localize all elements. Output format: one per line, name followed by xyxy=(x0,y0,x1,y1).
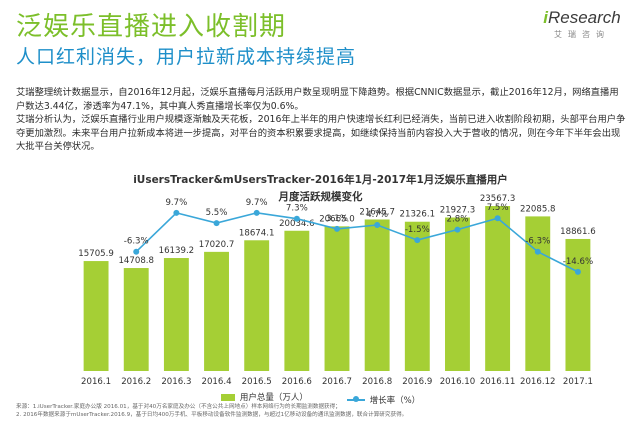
bar-2016.4 xyxy=(204,251,229,371)
bar-2016.10 xyxy=(445,217,470,371)
growth-point-2016.11 xyxy=(494,215,501,222)
bar-label-2017.1: 18861.6 xyxy=(560,227,596,237)
bar-2016.8 xyxy=(364,219,390,371)
x-tick-2016.11: 2016.11 xyxy=(480,377,516,387)
growth-label-2016.12: -6.3% xyxy=(525,237,550,247)
bar-2016.12 xyxy=(525,216,551,371)
x-tick-2016.6: 2016.6 xyxy=(282,377,312,387)
growth-point-2016.8 xyxy=(374,222,381,229)
growth-point-2016.4 xyxy=(213,220,220,227)
x-tick-2016.12: 2016.12 xyxy=(520,377,556,387)
growth-point-2016.3 xyxy=(173,209,180,216)
growth-label-2016.3: 9.7% xyxy=(165,198,187,208)
logo-prefix: i xyxy=(543,8,548,27)
bar-label-2016.6: 20034.6 xyxy=(279,219,315,229)
growth-point-2016.7 xyxy=(334,225,340,232)
bar-2016.5 xyxy=(244,240,270,371)
x-tick-2016.5: 2016.5 xyxy=(242,377,272,387)
bar-2016.3 xyxy=(163,258,189,371)
growth-point-2016.2 xyxy=(133,248,140,255)
legend-label-bar: 用户总量（万人） xyxy=(239,393,308,403)
growth-label-2016.5: 9.7% xyxy=(246,198,268,208)
growth-label-2016.2: -6.3% xyxy=(124,237,149,247)
growth-rate-line xyxy=(135,211,579,273)
growth-label-2016.6: 7.3% xyxy=(286,204,308,214)
growth-label-2016.11: 7.5% xyxy=(487,203,509,213)
source-line-2: 2. 2016年数据来源于mUserTracker.2016.9，基于日均400… xyxy=(16,412,408,419)
growth-point-2016.5 xyxy=(253,209,260,216)
growth-label-2016.8: 4.7% xyxy=(366,210,388,220)
iresearch-logo: iResearch 艾瑞咨询 xyxy=(537,8,627,40)
source-note: 来源：1.iUserTracker.家庭办公版 2016.01，基于对40万名家… xyxy=(16,403,626,420)
analysis-text: 艾瑞整理统计数据显示，自2016年12月起，泛娱乐直播每月活跃用户数呈现明显下降… xyxy=(16,86,626,154)
bar-2016.9 xyxy=(404,221,430,371)
page-title: 泛娱乐直播进入收割期 xyxy=(16,12,287,42)
bar-label-2016.2: 14708.8 xyxy=(118,256,154,266)
source-line-1: 来源：1.iUserTracker.家庭办公版 2016.01，基于对40万名家… xyxy=(16,404,341,410)
bar-2016.11 xyxy=(485,206,511,371)
bar-label-2016.5: 18674.1 xyxy=(239,228,275,238)
analysis-paragraph-2: 艾瑞分析认为，泛娱乐直播行业用户规模逐渐触及天花板，2016年上半年的用户快速增… xyxy=(16,114,626,153)
page-subtitle: 人口红利消失，用户拉新成本持续提高 xyxy=(16,46,357,68)
growth-point-2016.12 xyxy=(534,248,541,255)
logo-wordmark: iResearch xyxy=(537,8,627,28)
x-tick-2016.2: 2016.2 xyxy=(121,377,151,387)
growth-point-2016.10 xyxy=(454,226,461,233)
growth-label-2016.7: 3.1% xyxy=(326,214,348,224)
legend-swatch-bar xyxy=(220,393,235,401)
x-tick-2016.3: 2016.3 xyxy=(161,377,191,387)
bar-label-2016.12: 22085.8 xyxy=(520,204,556,214)
chart-legend: 用户总量（万人） 增长率（%） xyxy=(0,391,641,406)
logo-main-text: Research xyxy=(547,8,621,27)
x-tick-2017.1: 2017.1 xyxy=(563,377,593,387)
bar-2016.6 xyxy=(284,230,310,371)
chart-subtitle: 月度活跃规模变化 xyxy=(278,191,363,203)
growth-label-2016.4: 5.5% xyxy=(206,208,228,218)
x-tick-2016.7: 2016.7 xyxy=(322,377,352,387)
bar-label-2016.3: 16139.2 xyxy=(159,246,195,256)
chart-title: iUsersTracker&mUsersTracker-2016年1月-2017… xyxy=(133,174,508,186)
legend-label-line: 增长率（%） xyxy=(369,395,421,406)
growth-point-2016.9 xyxy=(414,237,421,244)
bar-label-2016.8: 21645.7 xyxy=(359,207,395,217)
bar-2016.7 xyxy=(324,226,350,371)
x-tick-2016.4: 2016.4 xyxy=(201,377,231,387)
legend-item-bar: 用户总量（万人） xyxy=(220,391,308,403)
growth-point-2016.6 xyxy=(293,215,300,222)
bar-label-2016.7: 20665.0 xyxy=(319,214,355,224)
legend-swatch-line xyxy=(346,396,365,402)
bar-2016.2 xyxy=(123,268,149,371)
bar-label-2016.9: 21326.1 xyxy=(400,210,436,220)
bar-label-2016.4: 17020.7 xyxy=(199,240,235,250)
x-tick-2016.8: 2016.8 xyxy=(362,377,392,387)
bar-label-2016.11: 23567.3 xyxy=(480,194,516,204)
bar-2017.1 xyxy=(565,238,591,371)
x-tick-2016.10: 2016.10 xyxy=(440,377,476,387)
bar-2016.1 xyxy=(83,261,109,371)
x-tick-2016.9: 2016.9 xyxy=(402,377,432,387)
growth-point-2017.1 xyxy=(574,268,581,275)
analysis-paragraph-1: 艾瑞整理统计数据显示，自2016年12月起，泛娱乐直播每月活跃用户数呈现明显下降… xyxy=(16,87,619,112)
growth-label-2016.10: 2.8% xyxy=(447,215,469,225)
bar-label-2016.1: 15705.9 xyxy=(78,249,114,259)
growth-label-2017.1: -14.6% xyxy=(563,257,593,267)
bar-label-2016.10: 21927.3 xyxy=(440,206,476,216)
growth-label-2016.9: -1.5% xyxy=(405,225,430,235)
logo-subtitle: 艾瑞咨询 xyxy=(554,30,610,39)
legend-item-line: 增长率（%） xyxy=(346,394,421,406)
x-tick-2016.1: 2016.1 xyxy=(81,377,111,387)
